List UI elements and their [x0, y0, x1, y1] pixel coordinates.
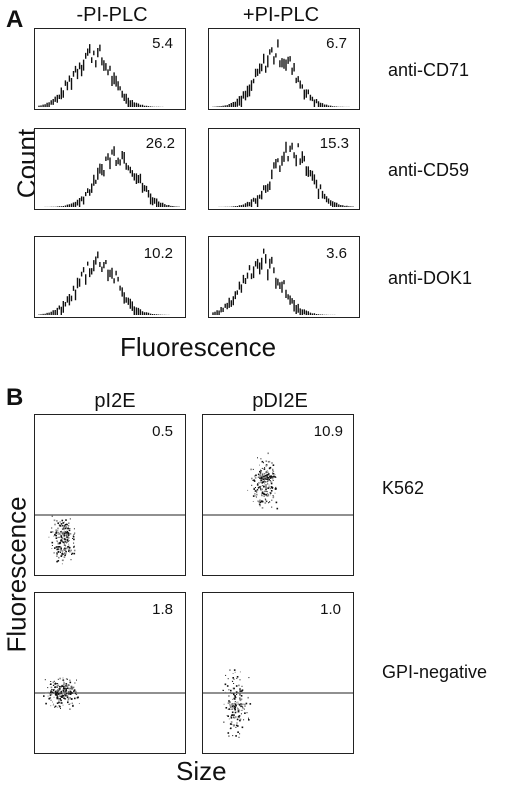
- hist-dok1-plus: 3.6: [208, 236, 360, 318]
- hist-cd59-plus-svg: [218, 141, 354, 207]
- row-label-dok1: anti-DOK1: [388, 268, 473, 288]
- scatter-k562-pdi2e-value: 10.9: [313, 423, 343, 440]
- row-label-gpi-negative: GPI-negative: [382, 662, 488, 682]
- histogram-trace: [218, 141, 354, 207]
- row-label-cd59: anti-CD59: [388, 160, 470, 180]
- hist-dok1-plus-value: 3.6: [326, 245, 347, 262]
- histogram-trace: [44, 146, 180, 207]
- scatter-gpineg-pdi2e-svg: [203, 669, 353, 738]
- scatter-k562-pi2e-svg: [35, 514, 185, 565]
- histogram-trace: [38, 44, 164, 107]
- hist-cd59-plus: 15.3: [208, 128, 360, 210]
- hist-cd71-minus-svg: [38, 44, 164, 107]
- hist-cd71-minus-value: 5.4: [152, 35, 173, 52]
- scatter-cloud: [247, 452, 279, 510]
- panel-b-ylabel: Fluorescence: [1, 496, 32, 653]
- panel-a-letter: A: [6, 6, 24, 33]
- scatter-gpineg-pi2e-value: 1.8: [152, 601, 173, 618]
- hist-cd71-plus-value: 6.7: [326, 35, 347, 52]
- panel-b-xlabel: Size: [176, 756, 227, 786]
- panel-a-col2-header: +PI-PLC: [242, 4, 320, 26]
- hist-dok1-minus-value: 10.2: [143, 245, 173, 262]
- panel-b-letter: B: [6, 384, 24, 411]
- scatter-gpineg-pi2e-svg: [35, 677, 185, 710]
- hist-cd71-plus-svg: [212, 39, 350, 107]
- hist-cd71-minus: 5.4: [34, 28, 186, 110]
- scatter-cloud: [43, 677, 80, 710]
- hist-cd59-minus-svg: [44, 146, 180, 207]
- scatter-gpineg-pi2e: 1.8: [34, 592, 186, 754]
- hist-cd71-plus: 6.7: [208, 28, 360, 110]
- panel-b-col1-header: pI2E: [94, 390, 136, 412]
- hist-cd59-minus-value: 26.2: [145, 135, 175, 152]
- histogram-trace: [212, 248, 336, 315]
- panel-b-col2-header: pDI2E: [252, 390, 308, 412]
- hist-dok1-minus: 10.2: [34, 236, 186, 318]
- histogram-trace: [38, 251, 170, 315]
- scatter-gpineg-pdi2e-value: 1.0: [320, 601, 341, 618]
- hist-cd59-minus: 26.2: [34, 128, 186, 210]
- scatter-cloud: [222, 669, 252, 738]
- panel-a-col1-header: -PI-PLC: [76, 4, 148, 26]
- row-label-k562: K562: [382, 478, 425, 498]
- histogram-trace: [212, 39, 350, 107]
- hist-dok1-plus-svg: [212, 248, 336, 315]
- panel-a-xlabel: Fluorescence: [120, 332, 277, 362]
- hist-dok1-minus-svg: [38, 251, 170, 315]
- scatter-k562-pi2e-value: 0.5: [152, 423, 173, 440]
- scatter-k562-pi2e: 0.5: [34, 414, 186, 576]
- scatter-gpineg-pdi2e: 1.0: [202, 592, 354, 754]
- hist-cd59-plus-value: 15.3: [319, 135, 349, 152]
- row-label-cd71: anti-CD71: [388, 60, 470, 80]
- scatter-k562-pdi2e-svg: [203, 452, 353, 516]
- scatter-k562-pdi2e: 10.9: [202, 414, 354, 576]
- scatter-cloud: [48, 515, 76, 565]
